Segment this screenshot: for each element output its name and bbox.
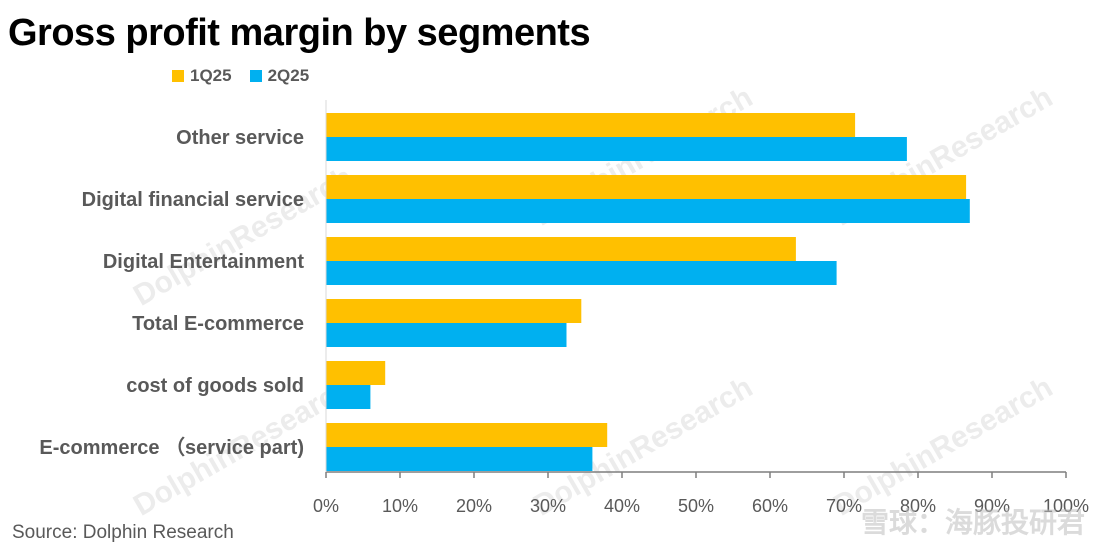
category-label-5: E-commerce （service part) <box>39 436 304 459</box>
legend-item-2q25: 2Q25 <box>249 66 310 86</box>
x-tick-label-9: 90% <box>974 496 1010 516</box>
x-tick-label-1: 10% <box>382 496 418 516</box>
legend-label-2q25: 2Q25 <box>267 66 310 85</box>
bar-1q25-2 <box>326 237 796 261</box>
bar-1q25-4 <box>326 361 386 385</box>
bar-1q25-5 <box>326 423 608 447</box>
x-tick-label-3: 30% <box>530 496 566 516</box>
legend-label-1q25: 1Q25 <box>190 66 232 85</box>
x-tick-label-2: 20% <box>456 496 492 516</box>
category-label-0: Other service <box>176 127 304 149</box>
x-tick-label-4: 40% <box>604 496 640 516</box>
legend-item-1q25: 1Q25 <box>172 66 232 86</box>
category-label-4: cost of goods sold <box>126 375 304 397</box>
bar-1q25-1 <box>326 175 967 199</box>
bar-1q25-0 <box>326 113 856 137</box>
legend-swatch-1q25 <box>172 70 184 82</box>
x-tick-label-6: 60% <box>752 496 788 516</box>
category-label-3: Total E-commerce <box>132 313 304 335</box>
category-label-2: Digital Entertainment <box>103 251 304 273</box>
legend: 1Q25 2Q25 <box>172 66 309 86</box>
x-tick-label-8: 80% <box>900 496 936 516</box>
source-note: Source: Dolphin Research <box>12 522 234 543</box>
corner-watermark: 雪球：海豚投研君 <box>861 507 1085 538</box>
bar-2q25-5 <box>326 447 593 471</box>
bar-2q25-2 <box>326 261 837 285</box>
bar-2q25-1 <box>326 199 970 223</box>
x-tick-label-10: 100% <box>1043 496 1089 516</box>
x-tick-label-7: 70% <box>826 496 862 516</box>
category-label-1: Digital financial service <box>82 189 304 211</box>
bar-1q25-3 <box>326 299 582 323</box>
chart-title: Gross profit margin by segments <box>8 12 591 54</box>
legend-swatch-2q25 <box>249 70 262 82</box>
bar-2q25-3 <box>326 323 567 347</box>
x-tick-label-5: 50% <box>678 496 714 516</box>
x-tick-label-0: 0% <box>313 496 339 516</box>
bar-2q25-0 <box>326 137 907 161</box>
bar-2q25-4 <box>326 385 371 409</box>
